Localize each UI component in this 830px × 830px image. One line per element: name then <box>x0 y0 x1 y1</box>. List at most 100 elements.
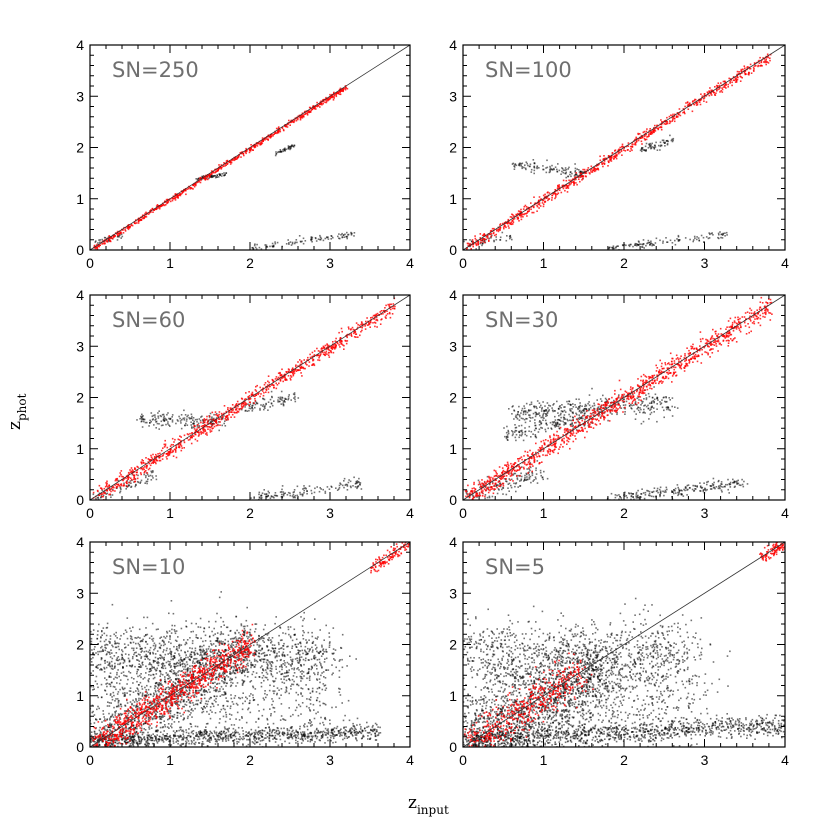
data-point <box>471 501 473 503</box>
data-point <box>271 246 274 248</box>
data-point <box>278 382 280 385</box>
data-point <box>551 194 553 197</box>
data-point <box>618 148 620 151</box>
data-point <box>180 441 182 444</box>
x-tick-label: 3 <box>326 505 334 521</box>
data-point <box>223 412 225 415</box>
data-point <box>552 421 555 424</box>
data-point <box>528 468 530 470</box>
data-point <box>520 218 523 221</box>
data-point <box>725 87 727 89</box>
data-point <box>99 244 101 246</box>
data-point <box>269 385 271 388</box>
data-point <box>531 471 533 474</box>
data-point <box>388 311 391 314</box>
data-point <box>326 344 329 346</box>
data-point <box>624 150 627 152</box>
data-point <box>594 168 597 170</box>
data-point <box>346 485 349 487</box>
data-point <box>582 409 585 412</box>
data-point <box>150 462 153 464</box>
data-point <box>505 480 507 482</box>
data-point <box>548 404 550 407</box>
data-point <box>624 406 626 409</box>
data-point <box>335 337 337 340</box>
data-point <box>277 131 280 134</box>
data-point <box>582 168 584 171</box>
data-point <box>650 240 652 243</box>
data-point <box>705 95 708 97</box>
data-point <box>107 486 109 488</box>
data-point <box>521 433 523 436</box>
data-point <box>724 485 726 488</box>
data-point <box>195 430 198 433</box>
data-point <box>301 495 304 497</box>
data-point <box>543 412 545 415</box>
data-point <box>488 475 490 478</box>
data-point <box>154 416 156 418</box>
data-point <box>270 390 273 393</box>
data-point <box>647 147 650 149</box>
data-point <box>467 493 469 495</box>
data-point <box>340 234 342 236</box>
data-point <box>541 406 543 409</box>
data-point <box>174 193 177 195</box>
data-point <box>532 206 535 209</box>
data-point <box>304 110 306 113</box>
data-point <box>518 436 520 439</box>
data-point <box>203 428 206 431</box>
data-point <box>117 232 120 235</box>
data-point <box>309 106 312 109</box>
data-point <box>333 94 335 97</box>
data-point <box>172 455 175 457</box>
data-point <box>286 494 289 496</box>
data-point <box>555 196 557 198</box>
data-point <box>538 428 541 431</box>
data-point <box>470 248 472 250</box>
data-point <box>302 367 304 369</box>
data-point <box>158 428 160 430</box>
data-point <box>343 477 346 480</box>
data-point <box>135 484 137 486</box>
data-point <box>463 240 465 243</box>
data-point <box>338 484 341 487</box>
data-point <box>620 150 623 153</box>
data-point <box>124 230 127 232</box>
data-point <box>505 222 508 224</box>
data-point <box>128 484 131 486</box>
data-point <box>145 464 148 467</box>
data-point <box>505 475 508 477</box>
data-point <box>660 144 663 147</box>
data-point <box>669 352 672 355</box>
data-point <box>260 496 263 499</box>
data-point <box>515 433 518 436</box>
data-point <box>552 192 555 194</box>
data-point <box>119 472 121 474</box>
data-point <box>503 427 505 429</box>
data-point <box>536 165 539 167</box>
data-point <box>269 406 271 408</box>
data-point <box>545 167 547 169</box>
data-point <box>288 243 290 245</box>
data-point <box>578 407 581 409</box>
data-point <box>495 233 497 236</box>
data-point <box>507 219 509 222</box>
data-point <box>665 406 668 409</box>
data-point <box>730 79 732 81</box>
data-point <box>221 424 223 427</box>
data-point <box>374 322 377 324</box>
data-point <box>526 212 528 214</box>
data-point <box>655 364 657 367</box>
data-point <box>581 179 583 181</box>
data-point <box>643 392 646 394</box>
data-point <box>517 474 520 477</box>
data-point <box>673 117 676 120</box>
data-point <box>183 419 186 421</box>
data-point <box>187 414 189 417</box>
data-point <box>596 164 599 167</box>
data-point <box>202 421 205 423</box>
data-point <box>323 346 325 349</box>
data-point <box>370 317 372 319</box>
data-point <box>294 398 296 401</box>
data-point <box>504 225 506 228</box>
